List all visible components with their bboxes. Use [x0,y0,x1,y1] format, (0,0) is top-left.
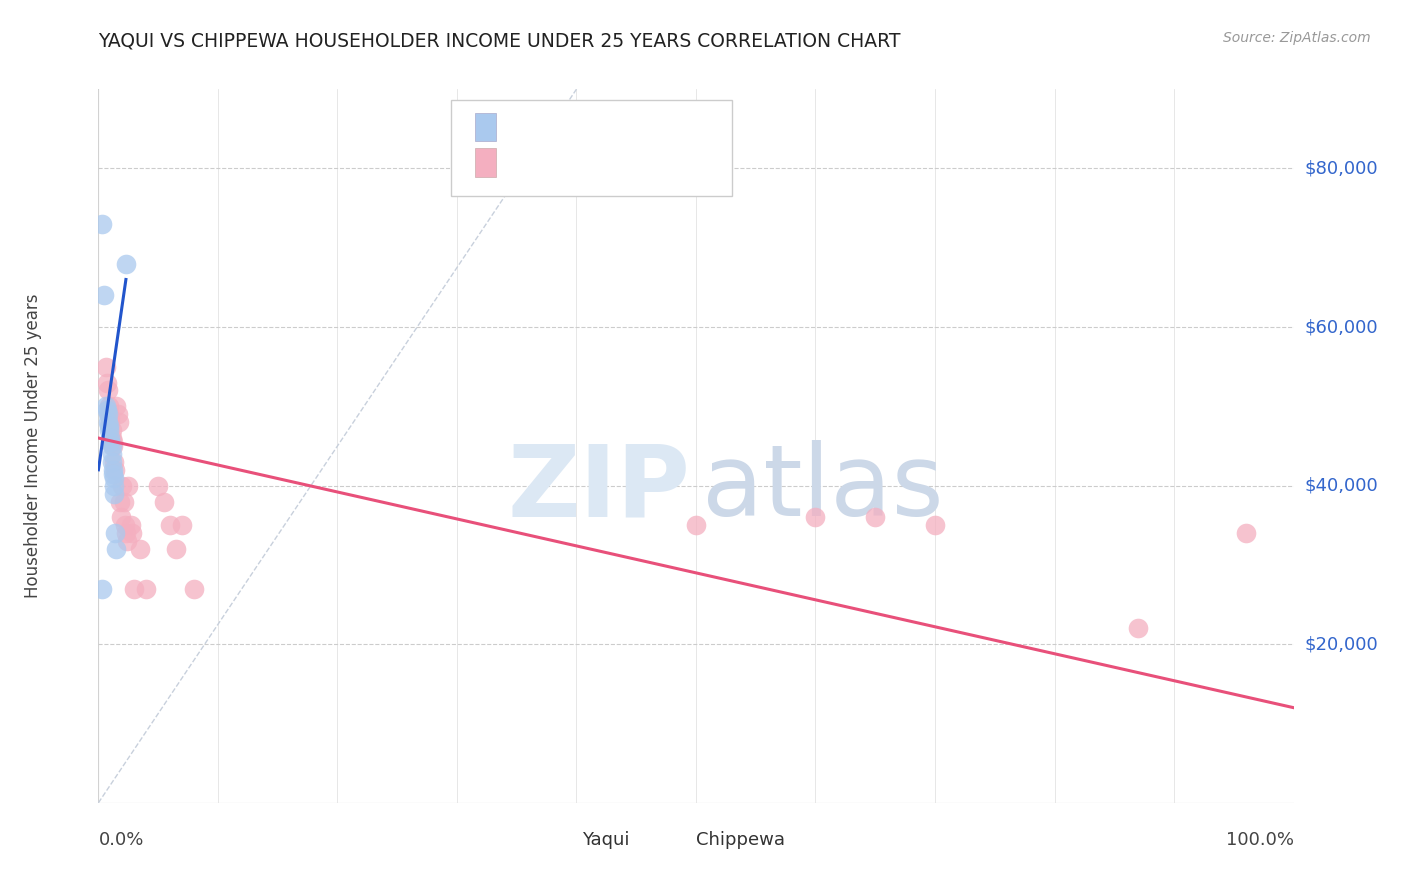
Point [105,400,128,414]
Text: R = -0.643   N = 41: R = -0.643 N = 41 [509,155,716,173]
Point [103,471,125,485]
Point [110,510,132,524]
Bar [553,828,574,853]
Point [98,423,121,437]
Point [101,467,124,481]
Bar [666,828,688,853]
Point [103,478,125,492]
Point [100,455,122,469]
Point [1128,621,1150,635]
Point [98,415,122,429]
Text: 100.0%: 100.0% [1226,831,1294,849]
Point [98,400,121,414]
Point [121,526,143,541]
Point [115,257,138,271]
Point [97,407,120,421]
Point [96,376,118,390]
Text: Source: ZipAtlas.com: Source: ZipAtlas.com [1223,31,1371,45]
Point [153,494,176,508]
Point [98,411,122,425]
Text: $60,000: $60,000 [1305,318,1378,336]
Point [924,518,946,533]
Point [93,288,115,302]
FancyBboxPatch shape [451,100,733,196]
Text: YAQUI VS CHIPPEWA HOUSEHOLDER INCOME UNDER 25 YEARS CORRELATION CHART: YAQUI VS CHIPPEWA HOUSEHOLDER INCOME UND… [98,31,901,50]
Point [101,435,124,450]
Point [108,494,131,508]
Point [135,582,157,596]
Point [101,439,124,453]
Point [103,486,125,500]
Point [1234,526,1257,541]
Point [100,439,122,453]
Point [111,478,134,492]
Text: $40,000: $40,000 [1305,476,1378,495]
Point [107,407,129,421]
Point [104,526,127,541]
Point [107,415,129,429]
Point [112,494,135,508]
Point [124,582,146,596]
Point [148,478,170,492]
Point [91,582,114,596]
Point [165,542,187,557]
Point [94,400,117,414]
Text: atlas: atlas [702,441,943,537]
Point [98,431,122,445]
Text: Householder Income Under 25 years: Householder Income Under 25 years [24,293,42,599]
Point [117,478,139,492]
Point [685,518,707,533]
Point [183,582,205,596]
Point [97,415,120,429]
Bar [475,112,496,141]
Point [100,423,122,437]
Point [105,542,128,557]
Point [98,407,121,421]
Point [865,510,887,524]
Point [129,542,152,557]
Point [115,526,138,541]
Text: 0.0%: 0.0% [98,831,143,849]
Point [115,534,138,549]
Bar [475,148,496,177]
Text: $80,000: $80,000 [1305,160,1378,178]
Text: ZIP: ZIP [508,441,690,537]
Point [104,463,127,477]
Point [98,435,122,450]
Point [100,431,122,445]
Point [101,463,124,477]
Point [97,384,120,398]
Point [114,518,136,533]
Text: Yaqui: Yaqui [582,831,630,849]
Point [172,518,194,533]
Point [804,510,827,524]
Text: R =  0.269   N = 22: R = 0.269 N = 22 [509,120,716,137]
Text: Chippewa: Chippewa [696,831,785,849]
Point [100,447,122,461]
Point [96,403,118,417]
Point [91,217,114,231]
Point [159,518,181,533]
Point [98,419,121,434]
Text: $20,000: $20,000 [1305,635,1378,653]
Point [120,518,142,533]
Point [94,359,117,374]
Point [103,455,125,469]
